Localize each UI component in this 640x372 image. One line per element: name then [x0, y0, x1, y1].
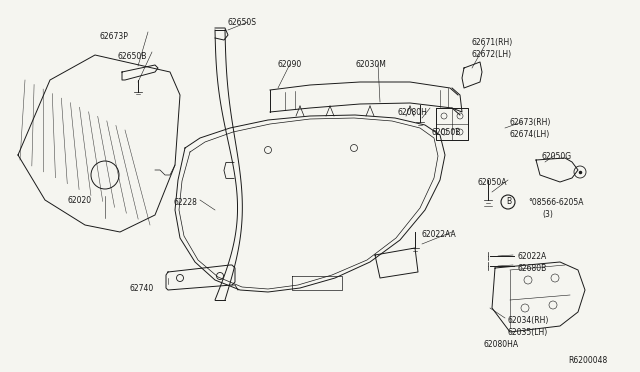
Text: 62671(RH): 62671(RH) [472, 38, 513, 47]
Text: B: B [506, 197, 511, 206]
Text: 62740: 62740 [130, 284, 154, 293]
Text: 62673(RH): 62673(RH) [510, 118, 552, 127]
Text: R6200048: R6200048 [568, 356, 607, 365]
Text: 62035(LH): 62035(LH) [508, 328, 548, 337]
Text: 62020: 62020 [68, 196, 92, 205]
Text: 62673P: 62673P [100, 32, 129, 41]
Text: 62228: 62228 [174, 198, 198, 207]
Text: °08566-6205A: °08566-6205A [528, 198, 584, 207]
Text: 62680B: 62680B [518, 264, 547, 273]
Text: 62080HA: 62080HA [484, 340, 519, 349]
Text: (3): (3) [542, 210, 553, 219]
Text: 62090: 62090 [278, 60, 302, 69]
Text: 62050G: 62050G [542, 152, 572, 161]
Text: 62030M: 62030M [355, 60, 386, 69]
Text: 62650S: 62650S [228, 18, 257, 27]
Text: 62034(RH): 62034(RH) [508, 316, 549, 325]
Text: 62022A: 62022A [518, 252, 547, 261]
Text: 62080H: 62080H [398, 108, 428, 117]
Text: 62672(LH): 62672(LH) [472, 50, 512, 59]
Text: 62050B: 62050B [432, 128, 461, 137]
Text: 62022AA: 62022AA [422, 230, 457, 239]
Text: 62050A: 62050A [478, 178, 508, 187]
Text: 62650B: 62650B [118, 52, 147, 61]
Text: 62674(LH): 62674(LH) [510, 130, 550, 139]
